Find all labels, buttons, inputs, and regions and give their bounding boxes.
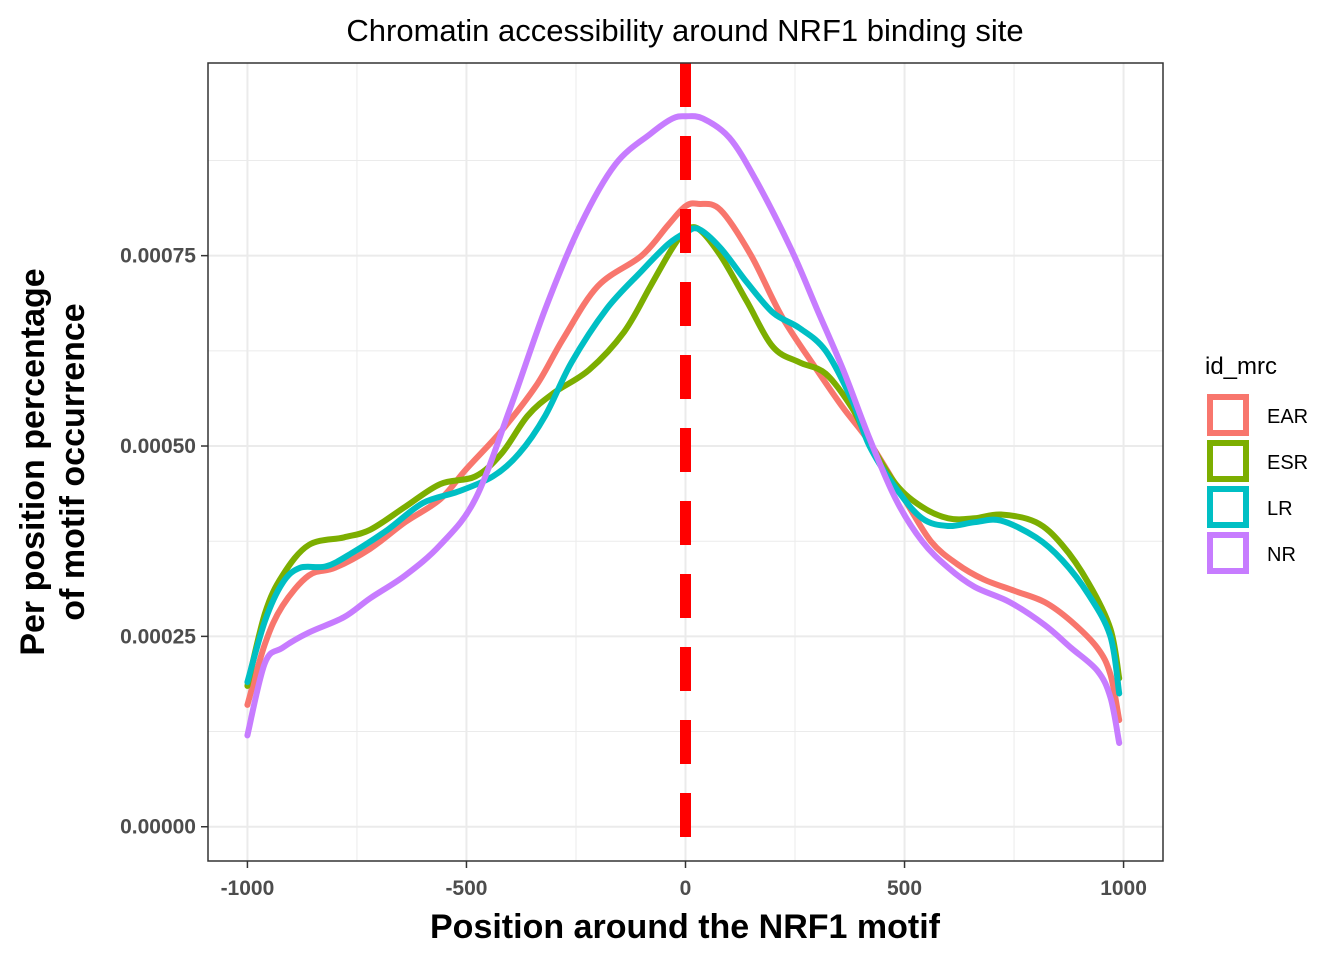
y-axis-title: Per position percentage of motif occurre… — [14, 268, 92, 655]
legend-items: EAR ESR LR NR — [1207, 394, 1308, 574]
y-tick-label: 0.00025 — [120, 625, 196, 648]
series-layer — [244, 113, 1123, 746]
y-tick-label: 0.00000 — [120, 816, 196, 839]
legend-key-esr — [1207, 440, 1249, 482]
y-tick-layer: 0.00000 0.00025 0.00050 0.00075 — [120, 245, 208, 839]
legend-label-nr: NR — [1267, 544, 1296, 566]
y-axis-title-line-1: Per position percentage — [14, 268, 52, 655]
y-axis-title-line-2: of motif occurrence — [54, 303, 92, 620]
legend-key-ear — [1207, 394, 1249, 436]
legend-label-ear: EAR — [1267, 406, 1308, 428]
legend-label-lr: LR — [1267, 498, 1293, 520]
y-tick-label: 0.00075 — [120, 245, 196, 268]
x-tick-label: -1000 — [221, 877, 275, 900]
chart-title: Chromatin accessibility around NRF1 bind… — [346, 13, 1023, 48]
x-tick-layer: -1000 -500 0 500 1000 — [221, 861, 1147, 900]
x-tick-label: 0 — [680, 877, 692, 900]
x-axis-title: Position around the NRF1 motif — [430, 908, 941, 946]
series-line-lr — [244, 225, 1123, 697]
series-line-nr — [244, 113, 1123, 746]
legend: id_mrc EAR ESR LR NR — [1205, 353, 1308, 574]
y-tick-label: 0.00050 — [120, 435, 196, 458]
legend-key-lr — [1207, 486, 1249, 528]
legend-key-nr — [1207, 532, 1249, 574]
legend-label-esr: ESR — [1267, 452, 1308, 474]
x-tick-label: 500 — [887, 877, 922, 900]
x-tick-label: -500 — [445, 877, 487, 900]
legend-title: id_mrc — [1205, 353, 1277, 380]
series-line-ear — [244, 200, 1123, 724]
x-tick-label: 1000 — [1100, 877, 1147, 900]
